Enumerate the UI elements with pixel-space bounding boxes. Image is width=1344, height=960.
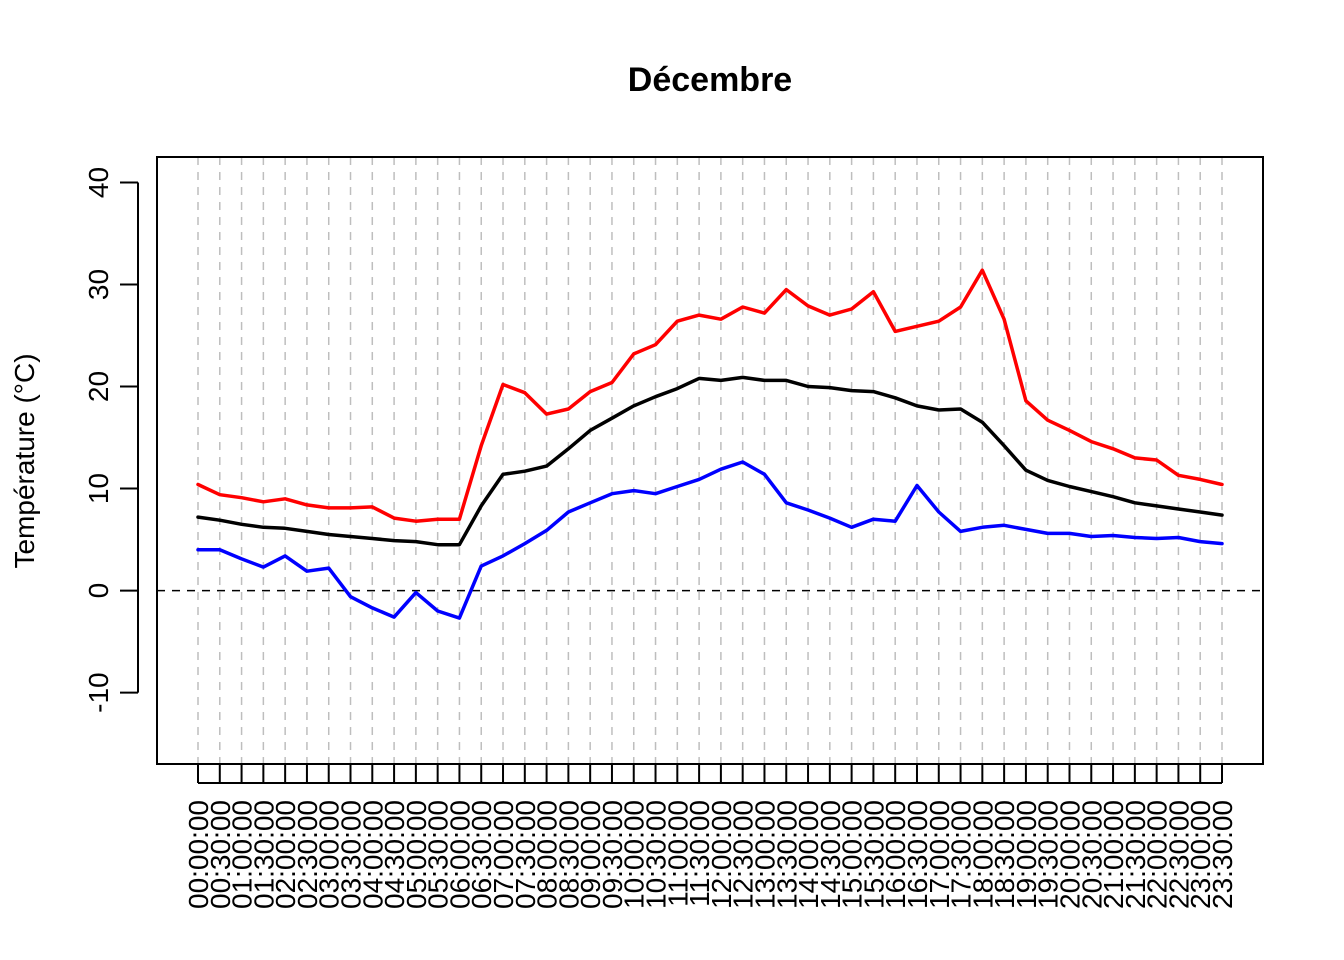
x-tick-label: 04:30:00: [379, 800, 410, 909]
x-tick-label: 11:30:00: [684, 800, 715, 907]
x-tick-label: 15:30:00: [858, 800, 889, 909]
y-tick-label: 0: [83, 583, 114, 599]
x-tick-label: 19:00:00: [1011, 800, 1042, 909]
x-tick-label: 03:30:00: [336, 800, 367, 909]
x-tick-label: 09:00:00: [575, 800, 606, 909]
x-tick-label: 12:00:00: [706, 800, 737, 909]
x-tick-label: 05:00:00: [401, 800, 432, 909]
x-tick-label: 16:30:00: [902, 800, 933, 909]
x-tick-label: 10:30:00: [641, 800, 672, 909]
y-tick-label: 20: [83, 371, 114, 402]
x-tick-label: 02:00:00: [270, 800, 301, 909]
x-tick-label: 14:30:00: [815, 800, 846, 909]
x-tick-label: 05:30:00: [423, 800, 454, 909]
x-tick-label: 22:30:00: [1163, 800, 1194, 909]
x-tick-label: 07:00:00: [488, 800, 519, 909]
chart-title: Décembre: [628, 61, 792, 99]
y-axis-label: Température (°C): [9, 353, 40, 568]
y-tick-label: -10: [83, 672, 114, 712]
x-tick-label: 19:30:00: [1033, 800, 1064, 909]
x-tick-label: 00:00:00: [183, 800, 214, 909]
x-tick-label: 16:00:00: [880, 800, 911, 909]
x-tick-label: 18:00:00: [967, 800, 998, 909]
x-tick-label: 06:30:00: [466, 800, 497, 909]
x-tick-label: 17:00:00: [924, 800, 955, 909]
x-tick-label: 12:30:00: [728, 800, 759, 909]
x-tick-label: 21:00:00: [1098, 800, 1129, 909]
x-axis: 00:00:0000:30:0001:00:0001:30:0002:00:00…: [183, 765, 1238, 909]
x-tick-label: 07:30:00: [510, 800, 541, 909]
x-tick-label: 08:30:00: [553, 800, 584, 909]
x-tick-label: 13:00:00: [750, 800, 781, 909]
x-tick-label: 10:00:00: [619, 800, 650, 909]
x-tick-label: 18:30:00: [989, 800, 1020, 909]
x-tick-label: 06:00:00: [444, 800, 475, 909]
x-tick-label: 03:00:00: [314, 800, 345, 909]
x-tick-label: 20:00:00: [1055, 800, 1086, 909]
x-tick-label: 08:00:00: [532, 800, 563, 909]
x-tick-label: 13:30:00: [771, 800, 802, 909]
series-lines: [196, 268, 1224, 620]
x-tick-label: 20:30:00: [1076, 800, 1107, 909]
y-tick-label: 40: [83, 167, 114, 198]
grid: [197, 157, 1223, 764]
y-tick-label: 10: [83, 473, 114, 504]
y-tick-label: 30: [83, 269, 114, 300]
x-tick-label: 23:30:00: [1207, 800, 1238, 909]
y-axis: -10 0 10 20 30 40: [83, 167, 139, 713]
x-tick-label: 00:30:00: [205, 800, 236, 909]
x-tick-label: 11:00:00: [662, 800, 693, 907]
x-tick-label: 14:00:00: [793, 800, 824, 909]
x-tick-label: 21:30:00: [1120, 800, 1151, 909]
series-line-0: [196, 268, 1224, 523]
x-tick-label: 17:30:00: [946, 800, 977, 909]
x-tick-label: 02:30:00: [292, 800, 323, 909]
x-tick-label: 01:00:00: [227, 800, 258, 909]
x-tick-label: 01:30:00: [248, 800, 279, 909]
x-tick-label: 04:00:00: [357, 800, 388, 909]
x-tick-label: 09:30:00: [597, 800, 628, 909]
series-line-1: [196, 375, 1224, 547]
x-tick-label: 15:00:00: [837, 800, 868, 909]
series-line-2: [196, 460, 1224, 620]
plot-frame: [156, 156, 1264, 765]
x-tick-label: 22:00:00: [1142, 800, 1173, 909]
x-tick-label: 23:00:00: [1185, 800, 1216, 909]
